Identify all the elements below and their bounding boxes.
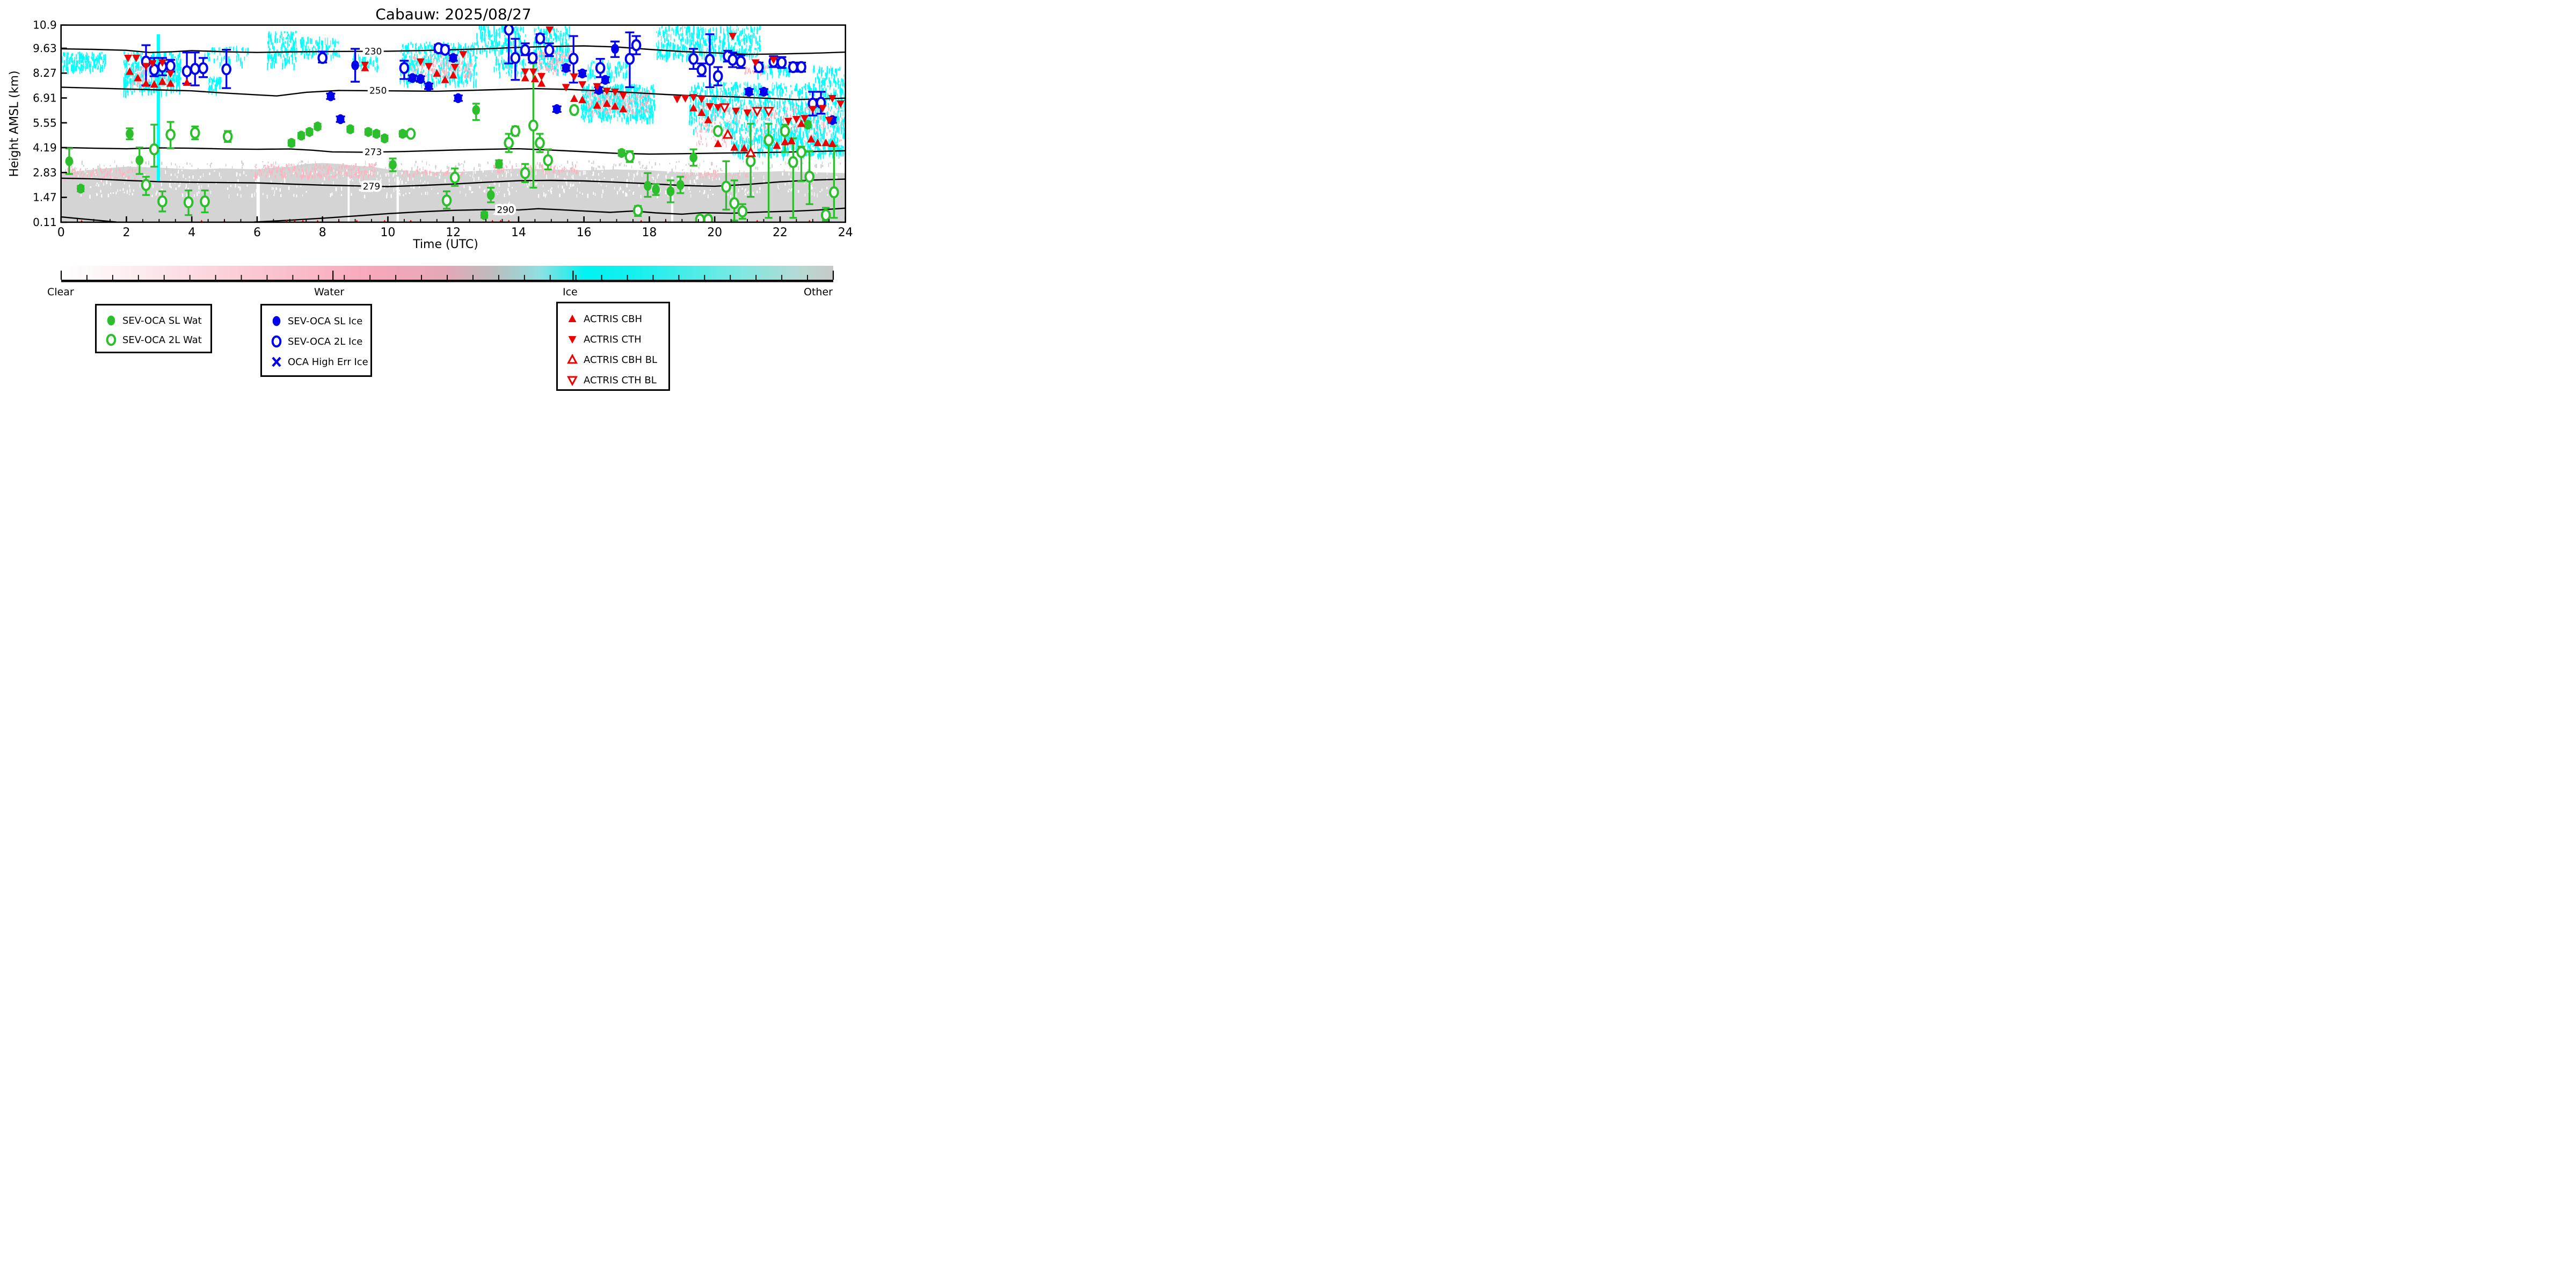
- legend-marker-x-icon: [272, 356, 281, 367]
- legend-item: SEV-OCA SL Ice: [268, 311, 365, 331]
- legend-item-label: ACTRIS CTH BL: [584, 374, 657, 386]
- legend-item: ACTRIS CBH BL: [564, 350, 663, 370]
- isotherm-label: 230: [365, 46, 382, 57]
- legend-sev-oca-ice: SEV-OCA SL Ice SEV-OCA 2L Ice OCA High E…: [260, 304, 372, 377]
- legend-item-label: OCA High Err Ice: [288, 356, 368, 368]
- legend-marker-open-triangle-down-icon: [566, 376, 578, 387]
- isotherm-label: 290: [497, 205, 514, 215]
- page-title: Cabauw: 2025/08/27: [375, 5, 532, 23]
- isotherm-label: 250: [369, 86, 387, 97]
- data-series: [65, 25, 845, 222]
- series-sev-oca-sl-wat: [65, 103, 812, 220]
- isotherm-label: 279: [363, 181, 380, 192]
- x-axis-label: Time (UTC): [413, 238, 478, 251]
- colorbar-label-water: Water: [314, 286, 345, 298]
- legend-item-label: SEV-OCA SL Ice: [288, 315, 363, 327]
- figure-canvas: Cabauw: 2025/08/27 Height AMSL (km) Time…: [0, 0, 858, 430]
- cloud-classification-plot: 230 250 273 279 2900.111.472.834.195.556.918…: [33, 19, 853, 239]
- isotherm-contours: 230 250 273 279 290: [61, 44, 846, 222]
- colorbar-label-clear: Clear: [47, 286, 74, 298]
- series-actris-cth-bl: [719, 103, 774, 117]
- legend-marker-filled-circle-icon: [272, 316, 281, 326]
- legend-marker-open-triangle-up-icon: [566, 353, 578, 364]
- legend-sev-oca-water: SEV-OCA SL Wat SEV-OCA 2L Wat: [95, 304, 212, 353]
- legend-item-label: SEV-OCA 2L Wat: [122, 334, 202, 346]
- colorbar-label-ice: Ice: [563, 286, 578, 298]
- legend-item: SEV-OCA 2L Ice: [268, 331, 365, 352]
- colorbar-label-other: Other: [804, 286, 833, 298]
- legend-marker-filled-triangle-down-icon: [568, 336, 577, 344]
- legend-item: ACTRIS CTH: [564, 329, 663, 350]
- series-actris-cth: [123, 26, 845, 126]
- legend-item-label: ACTRIS CTH: [584, 333, 642, 345]
- legend-item-label: ACTRIS CBH BL: [584, 354, 658, 366]
- legend-item: OCA High Err Ice: [268, 352, 368, 372]
- legend-item: ACTRIS CTH BL: [564, 370, 663, 390]
- legend-marker-open-circle-icon: [271, 335, 282, 348]
- legend-marker-open-circle-icon: [106, 333, 117, 346]
- classification-colorbar: [60, 266, 834, 282]
- series-actris-cbh: [126, 63, 836, 152]
- series-actris-cbh-bl: [722, 128, 756, 157]
- legend-marker-filled-circle-icon: [107, 315, 115, 326]
- legend-actris: ACTRIS CBH ACTRIS CTH ACTRIS CBH BL ACTR…: [556, 302, 670, 391]
- legend-item: SEV-OCA SL Wat: [103, 311, 205, 330]
- legend-item-label: ACTRIS CBH: [584, 313, 642, 325]
- legend-item-label: SEV-OCA SL Wat: [122, 315, 202, 326]
- isotherm-label: 273: [365, 147, 382, 158]
- legend-item-label: SEV-OCA 2L Ice: [288, 336, 363, 347]
- series-sev-oca-sl-ice: [326, 40, 837, 125]
- legend-item: ACTRIS CBH: [564, 309, 663, 329]
- legend-item: SEV-OCA 2L Wat: [103, 330, 205, 350]
- legend-marker-filled-triangle-up-icon: [568, 315, 577, 322]
